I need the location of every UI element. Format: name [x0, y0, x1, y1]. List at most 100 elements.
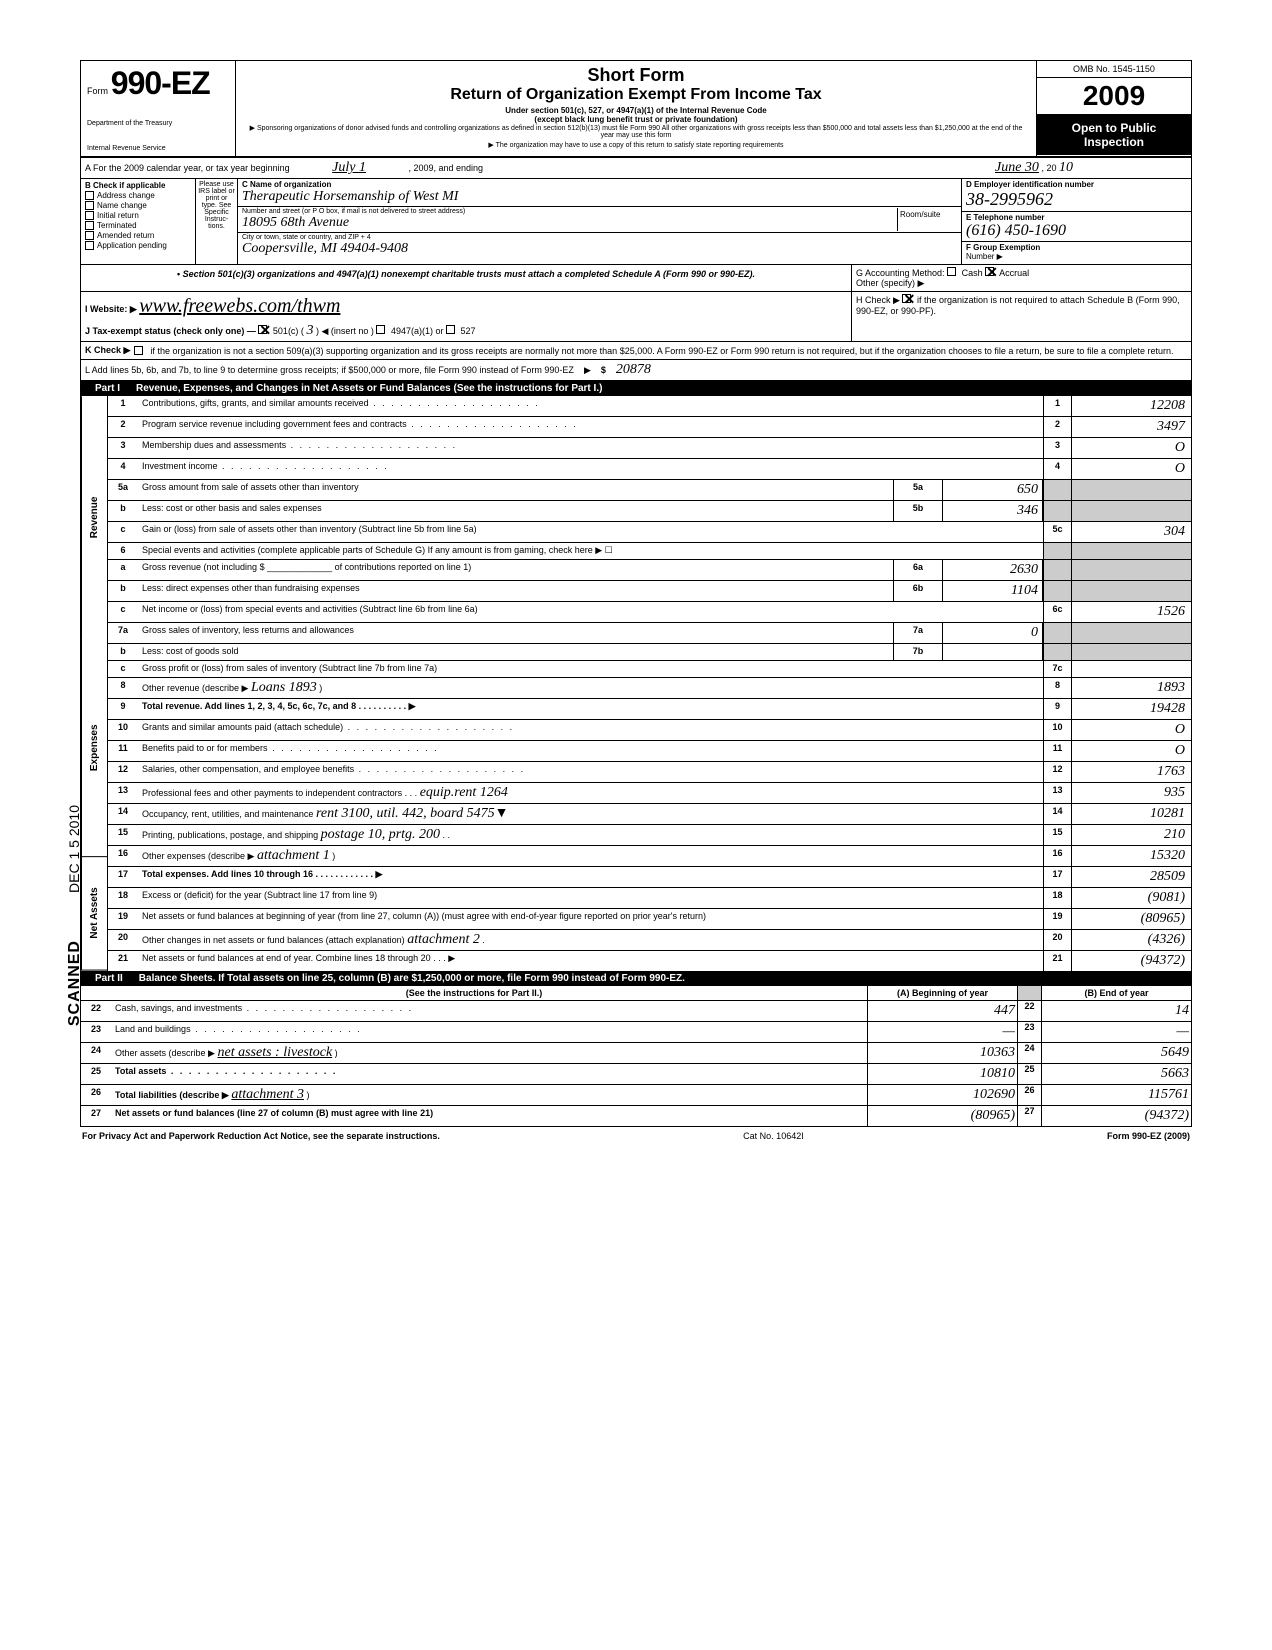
ln-7c: c [108, 661, 138, 677]
part1-table: Revenue Expenses Net Assets 1Contributio… [81, 396, 1191, 971]
check-h[interactable] [902, 294, 911, 303]
desc-21: Net assets or fund balances at end of ye… [142, 953, 431, 963]
nc-6c: 6c [1043, 602, 1071, 622]
shv-6 [1071, 543, 1191, 559]
check-pending[interactable] [85, 241, 94, 250]
ln-5a: 5a [108, 480, 138, 500]
val-2: 3497 [1071, 417, 1191, 437]
copy-note: ▶ The organization may have to use a cop… [244, 141, 1028, 149]
bln-25: 25 [81, 1064, 111, 1084]
ln-6a: a [108, 560, 138, 580]
dept-treasury: Department of the Treasury [87, 120, 229, 127]
desc-6c: Net income or (loss) from special events… [138, 602, 1043, 622]
j-501c-num: 3 [306, 323, 313, 338]
j-501c-open: 501(c) ( [273, 326, 304, 336]
sv-7b [943, 644, 1043, 660]
label-address-change: Address change [97, 191, 155, 200]
ln-9: 9 [108, 699, 138, 719]
bln-22: 22 [81, 1001, 111, 1021]
e-phone-label: E Telephone number [966, 213, 1187, 222]
ln-7b: b [108, 644, 138, 660]
hand-16: attachment 1 [257, 848, 330, 863]
website-label: I Website: ▶ [85, 304, 137, 314]
desc-3: Membership dues and assessments [138, 438, 1043, 458]
ln-11: 11 [108, 741, 138, 761]
dept-irs: Internal Revenue Service [87, 145, 229, 152]
sv-5a: 650 [943, 480, 1043, 500]
ln-14: 14 [108, 804, 138, 824]
check-cash[interactable] [947, 267, 956, 276]
check-accrual[interactable] [985, 267, 994, 276]
ln-17: 17 [108, 867, 138, 887]
shv-5a [1071, 480, 1191, 500]
check-address[interactable] [85, 191, 94, 200]
val-18: (9081) [1071, 888, 1191, 908]
sn-7a: 7a [893, 623, 943, 643]
check-k[interactable] [134, 346, 143, 355]
nc-3: 3 [1043, 438, 1071, 458]
ba-23: — [867, 1022, 1017, 1042]
sh-6b [1043, 581, 1071, 601]
ln-13: 13 [108, 783, 138, 803]
part2-header: Part II Balance Sheets. If Total assets … [81, 971, 1191, 986]
val-20: (4326) [1071, 930, 1191, 950]
l-text: L Add lines 5b, 6b, and 7b, to line 9 to… [85, 365, 574, 375]
ln-10: 10 [108, 720, 138, 740]
val-14: 10281 [1071, 804, 1191, 824]
row-a-end-year-label: , 20 [1041, 163, 1056, 173]
nc-11: 11 [1043, 741, 1071, 761]
part2-title: Balance Sheets. If Total assets on line … [139, 973, 1185, 984]
check-501c[interactable] [258, 325, 267, 334]
bb-25: 5663 [1041, 1064, 1191, 1084]
val-8: 1893 [1071, 678, 1191, 698]
inspection-notice: Open to Public Inspection [1037, 115, 1191, 155]
org-name: Therapeutic Horsemanship of West MI [242, 189, 957, 205]
ln-18: 18 [108, 888, 138, 908]
tax-year-end-val: 10 [1059, 160, 1073, 175]
ln-1: 1 [108, 396, 138, 416]
bnn-26: 26 [1017, 1085, 1041, 1105]
sh-5b [1043, 501, 1071, 521]
desc-7b: Less: cost of goods sold [138, 644, 893, 660]
check-initial[interactable] [85, 211, 94, 220]
val-11: O [1071, 741, 1191, 761]
check-527[interactable] [446, 325, 455, 334]
nc-18: 18 [1043, 888, 1071, 908]
bnn-24: 24 [1017, 1043, 1041, 1063]
bnn-25: 25 [1017, 1064, 1041, 1084]
nc-12: 12 [1043, 762, 1071, 782]
l-value: 20878 [616, 362, 651, 378]
shv-6a [1071, 560, 1191, 580]
bb-23: — [1041, 1022, 1191, 1042]
check-name[interactable] [85, 201, 94, 210]
sponsor-note: ▶ Sponsoring organizations of donor advi… [244, 124, 1028, 139]
balance-header: (See the instructions for Part II.) (A) … [81, 986, 1191, 1001]
g-label: G Accounting Method: [856, 268, 945, 278]
side-net-assets: Net Assets [81, 857, 107, 971]
nc-21: 21 [1043, 951, 1071, 971]
ba-24: 10363 [867, 1043, 1017, 1063]
subtitle-except: (except black lung benefit trust or priv… [244, 115, 1028, 124]
footer-center: Cat No. 10642I [743, 1131, 804, 1141]
bln-24: 24 [81, 1043, 111, 1063]
val-5c: 304 [1071, 522, 1191, 542]
j-label: J Tax-exempt status (check only one) — [85, 326, 256, 336]
check-4947[interactable] [376, 325, 385, 334]
f-group-label: F Group Exemption [966, 243, 1187, 252]
part1-title: Revenue, Expenses, and Changes in Net As… [136, 383, 1185, 394]
org-street: 18095 68th Avenue [242, 215, 897, 231]
part2-label: Part II [87, 973, 131, 984]
bb-27: (94372) [1041, 1106, 1191, 1126]
shv-5b [1071, 501, 1191, 521]
l-line-row: L Add lines 5b, 6b, and 7b, to line 9 to… [81, 360, 1191, 381]
desc-10: Grants and similar amounts paid (attach … [138, 720, 1043, 740]
check-terminated[interactable] [85, 221, 94, 230]
bb-24: 5649 [1041, 1043, 1191, 1063]
form-number: 990-EZ [111, 65, 210, 101]
k-label: K Check ▶ [85, 345, 130, 356]
sn-5a: 5a [893, 480, 943, 500]
j-4947: 4947(a)(1) or [391, 326, 444, 336]
section-bcd: B Check if applicable Address change Nam… [81, 179, 1191, 265]
shv-6b [1071, 581, 1191, 601]
check-amended[interactable] [85, 231, 94, 240]
